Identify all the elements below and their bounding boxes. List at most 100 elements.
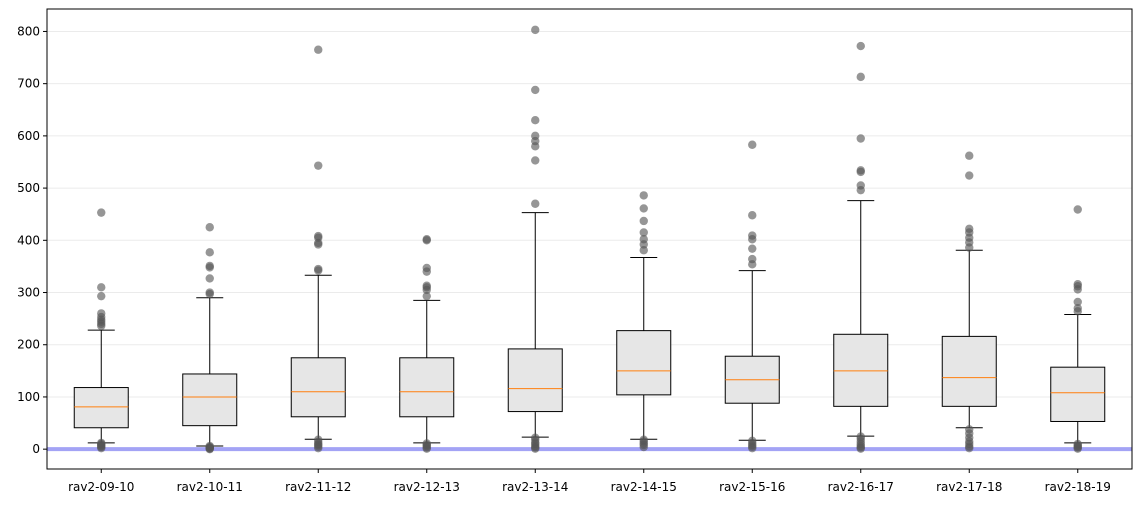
outlier-point xyxy=(639,228,648,237)
outlier-point xyxy=(748,443,757,453)
outlier-point xyxy=(205,289,214,299)
x-tick-label: rav2-16-17 xyxy=(828,480,894,494)
outlier-point xyxy=(422,267,431,276)
outlier-point xyxy=(1073,307,1082,316)
y-tick-label: 400 xyxy=(17,233,40,247)
box-group xyxy=(73,329,129,444)
outlier-point xyxy=(531,85,540,95)
x-tick-label: rav2-11-12 xyxy=(285,480,351,494)
outlier-point xyxy=(639,191,648,200)
outlier-point xyxy=(205,444,214,454)
x-tick-label: rav2-14-15 xyxy=(611,480,677,494)
box-iqr xyxy=(941,335,997,407)
outlier-point xyxy=(531,444,540,453)
x-axis: rav2-09-10 rav2-10-11 rav2-11-12 rav2-12-13… xyxy=(68,469,1111,494)
box-group xyxy=(616,257,672,440)
outlier-point xyxy=(97,208,106,217)
outlier-point xyxy=(748,211,757,220)
outlier-point xyxy=(965,443,974,453)
outlier-point xyxy=(531,156,540,165)
outlier-point xyxy=(639,240,648,249)
box-iqr xyxy=(1050,366,1106,422)
outlier-point xyxy=(531,116,540,125)
outlier-point xyxy=(97,443,106,453)
outlier-point xyxy=(1073,444,1082,453)
outlier-point xyxy=(639,204,648,213)
x-tick-label: rav2-13-14 xyxy=(502,480,568,494)
outlier-point xyxy=(856,167,865,177)
box-group xyxy=(182,297,238,447)
y-tick-label: 600 xyxy=(17,129,40,143)
box-group xyxy=(724,270,780,441)
x-tick-label: rav2-18-19 xyxy=(1045,480,1111,494)
x-tick-label: rav2-15-16 xyxy=(719,480,785,494)
box-group xyxy=(833,200,889,437)
outlier-point xyxy=(205,274,214,283)
outlier-point xyxy=(965,243,974,252)
outlier-point xyxy=(97,321,106,331)
outlier-point xyxy=(856,444,865,453)
outlier-point xyxy=(314,161,323,170)
outlier-point xyxy=(856,72,865,82)
box-iqr xyxy=(833,333,889,407)
outlier-point xyxy=(1073,205,1082,214)
outlier-point xyxy=(748,235,757,244)
plot-area-frame xyxy=(46,8,1133,470)
outlier-point xyxy=(205,223,214,232)
outlier-point xyxy=(639,216,648,226)
box-group xyxy=(1050,313,1106,444)
box-iqr xyxy=(290,357,346,418)
outlier-points xyxy=(97,25,1082,454)
y-tick-label: 200 xyxy=(17,338,40,352)
outlier-point xyxy=(422,236,431,245)
box-iqr xyxy=(507,348,563,413)
outlier-point xyxy=(205,263,214,272)
y-tick-label: 700 xyxy=(17,77,40,91)
x-tick-label: rav2-12-13 xyxy=(394,480,460,494)
y-tick-label: 500 xyxy=(17,181,40,195)
outlier-point xyxy=(639,442,648,452)
outlier-point xyxy=(531,199,540,208)
x-tick-label: rav2-09-10 xyxy=(68,480,134,494)
y-tick-label: 0 xyxy=(32,442,40,456)
outlier-point xyxy=(1073,297,1082,307)
outlier-point xyxy=(856,41,865,51)
box-iqr xyxy=(616,330,672,396)
outlier-point xyxy=(205,248,214,257)
x-tick-label: rav2-10-11 xyxy=(177,480,243,494)
outlier-point xyxy=(748,244,757,253)
outlier-point xyxy=(748,140,757,149)
outlier-point xyxy=(1073,285,1082,294)
outlier-point xyxy=(314,45,323,54)
outlier-point xyxy=(422,291,431,301)
box-group xyxy=(290,274,346,440)
outlier-point xyxy=(639,246,648,255)
box-iqr xyxy=(399,357,455,418)
outlier-point xyxy=(97,283,106,292)
y-axis: 0 100 200 300 400 500 600 700 800 xyxy=(17,24,47,456)
box-iqr xyxy=(73,387,129,429)
box-series xyxy=(73,200,1106,447)
outlier-point xyxy=(97,291,106,301)
y-tick-label: 300 xyxy=(17,286,40,300)
box-group xyxy=(941,249,997,429)
box-iqr xyxy=(182,373,238,427)
outlier-point xyxy=(748,260,757,269)
outlier-point xyxy=(314,240,323,249)
outlier-point xyxy=(314,266,323,275)
outlier-point xyxy=(531,142,540,151)
outlier-point xyxy=(422,444,431,453)
box-group xyxy=(507,212,563,438)
outlier-point xyxy=(856,134,865,143)
outlier-point xyxy=(422,285,431,295)
outlier-point xyxy=(856,185,865,195)
outlier-point xyxy=(314,443,323,453)
y-tick-label: 100 xyxy=(17,390,40,404)
outlier-point xyxy=(531,25,540,35)
x-tick-label: rav2-17-18 xyxy=(936,480,1002,494)
box-group xyxy=(399,299,455,444)
outlier-point xyxy=(965,171,974,180)
outlier-point xyxy=(965,151,974,160)
y-tick-label: 800 xyxy=(17,24,40,38)
